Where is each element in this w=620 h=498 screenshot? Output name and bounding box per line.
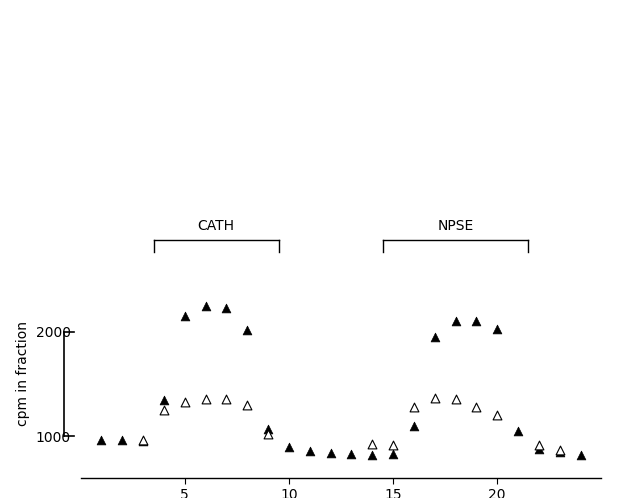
Point <box>409 422 419 430</box>
Text: CATH: CATH <box>198 219 234 234</box>
Point <box>117 436 127 444</box>
Point <box>471 317 481 325</box>
Point <box>388 441 398 449</box>
Point <box>221 394 231 402</box>
Point <box>305 447 315 455</box>
Point <box>284 443 294 451</box>
Point <box>201 394 211 402</box>
Point <box>242 401 252 409</box>
Point <box>430 393 440 401</box>
Point <box>138 438 148 445</box>
Point <box>347 450 356 458</box>
Point <box>534 445 544 453</box>
Point <box>451 317 461 325</box>
Point <box>159 395 169 403</box>
Point <box>97 436 107 444</box>
Point <box>242 326 252 334</box>
Point <box>409 403 419 411</box>
Point <box>367 440 377 448</box>
Point <box>180 312 190 320</box>
Point <box>471 403 481 411</box>
Point <box>159 406 169 414</box>
Point <box>492 411 502 419</box>
Point <box>575 451 585 459</box>
Point <box>492 325 502 333</box>
Point <box>263 425 273 433</box>
Point <box>451 394 461 402</box>
Point <box>180 398 190 406</box>
Point <box>326 449 335 457</box>
Point <box>513 427 523 435</box>
Text: NPSE: NPSE <box>438 219 474 234</box>
Point <box>555 446 565 454</box>
Point <box>367 451 377 459</box>
Point <box>221 304 231 312</box>
Point <box>201 301 211 309</box>
Point <box>430 333 440 341</box>
Point <box>263 430 273 438</box>
Point <box>388 450 398 458</box>
Point <box>138 436 148 444</box>
Y-axis label: cpm in fraction: cpm in fraction <box>16 321 30 426</box>
Point <box>534 441 544 449</box>
Point <box>555 448 565 456</box>
